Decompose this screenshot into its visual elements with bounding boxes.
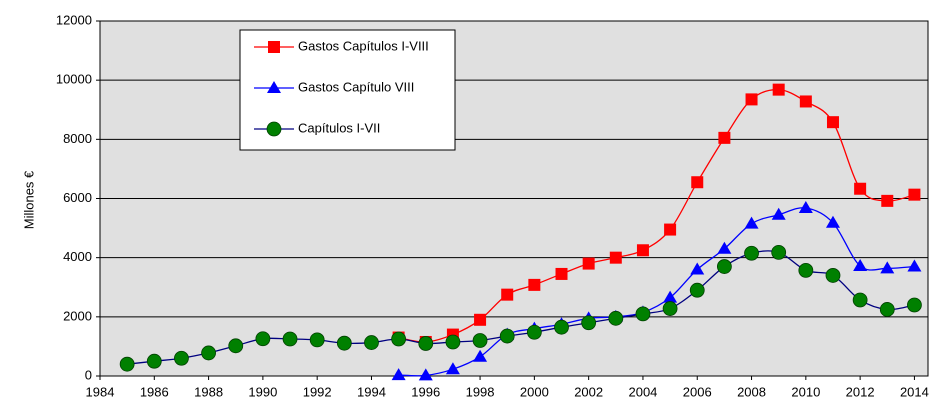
marker xyxy=(662,301,678,316)
marker xyxy=(146,353,162,369)
marker xyxy=(664,223,677,236)
marker xyxy=(418,368,433,381)
y-axis-label: Millones € xyxy=(21,170,36,229)
marker xyxy=(528,278,541,291)
marker xyxy=(689,282,705,298)
marker xyxy=(717,241,732,254)
y-tick-label: 0 xyxy=(85,367,92,382)
legend-label: Gastos Capítulo VIII xyxy=(298,79,414,94)
marker xyxy=(854,182,867,195)
x-tick-label: 1998 xyxy=(466,384,495,399)
marker xyxy=(635,306,651,322)
marker xyxy=(744,216,759,229)
marker xyxy=(391,368,406,381)
marker xyxy=(852,292,868,308)
marker xyxy=(501,288,514,301)
x-tick-label: 1994 xyxy=(357,384,386,399)
marker xyxy=(445,362,460,375)
marker xyxy=(880,261,895,274)
marker xyxy=(336,335,352,351)
x-tick-label: 2002 xyxy=(574,384,603,399)
marker xyxy=(690,262,705,275)
marker xyxy=(798,262,814,278)
marker xyxy=(609,251,622,264)
x-tick-label: 2014 xyxy=(900,384,929,399)
y-tick-label: 12000 xyxy=(56,12,92,27)
y-tick-label: 6000 xyxy=(63,190,92,205)
marker xyxy=(771,207,786,220)
marker xyxy=(745,93,758,106)
marker xyxy=(879,302,895,317)
x-tick-label: 2000 xyxy=(520,384,549,399)
marker xyxy=(663,290,678,303)
marker xyxy=(744,245,759,261)
marker xyxy=(608,310,624,326)
marker xyxy=(581,315,597,331)
marker xyxy=(174,350,189,366)
legend-label: Gastos Capítulos I-VIII xyxy=(298,38,429,53)
marker xyxy=(119,356,135,372)
marker xyxy=(474,313,487,326)
marker xyxy=(445,334,461,350)
x-tick-label: 2004 xyxy=(628,384,657,399)
marker xyxy=(881,194,894,207)
marker xyxy=(718,131,731,144)
marker xyxy=(255,331,271,347)
x-tick-label: 1986 xyxy=(140,384,169,399)
marker xyxy=(825,215,840,228)
x-tick-label: 1996 xyxy=(411,384,440,399)
marker xyxy=(266,121,282,137)
legend-label: Capítulos I-VII xyxy=(298,120,380,135)
marker xyxy=(582,257,595,270)
x-tick-label: 1990 xyxy=(248,384,277,399)
x-tick-label: 1984 xyxy=(86,384,115,399)
marker xyxy=(499,328,515,344)
x-tick-label: 1992 xyxy=(303,384,332,399)
marker xyxy=(472,333,488,348)
marker xyxy=(228,338,244,354)
x-tick-label: 2012 xyxy=(846,384,875,399)
y-tick-label: 2000 xyxy=(63,308,92,323)
y-tick-label: 8000 xyxy=(63,131,92,146)
marker xyxy=(554,319,569,335)
marker xyxy=(309,332,325,348)
x-tick-label: 2006 xyxy=(683,384,712,399)
marker xyxy=(771,244,787,260)
y-tick-label: 4000 xyxy=(63,249,92,264)
marker xyxy=(799,95,812,108)
marker xyxy=(364,335,379,350)
marker xyxy=(555,267,568,280)
marker xyxy=(391,331,407,347)
marker xyxy=(772,83,785,96)
marker xyxy=(201,345,216,361)
marker xyxy=(473,349,488,362)
marker xyxy=(798,200,813,213)
legend: Gastos Capítulos I-VIII Gastos Capítulo V… xyxy=(239,29,456,151)
marker xyxy=(907,259,922,272)
marker xyxy=(268,41,280,53)
x-tick-label: 2010 xyxy=(791,384,820,399)
y-tick-label: 10000 xyxy=(56,72,92,87)
x-tick-label: 2008 xyxy=(737,384,766,399)
marker xyxy=(826,116,839,129)
marker xyxy=(716,259,732,274)
marker xyxy=(418,336,434,351)
marker xyxy=(825,268,841,283)
marker xyxy=(908,188,921,201)
marker xyxy=(853,258,868,271)
marker xyxy=(907,297,922,313)
marker xyxy=(267,81,281,93)
marker xyxy=(691,176,704,189)
x-tick-label: 1988 xyxy=(194,384,223,399)
marker xyxy=(282,331,298,347)
marker xyxy=(636,244,649,257)
marker xyxy=(526,324,542,340)
